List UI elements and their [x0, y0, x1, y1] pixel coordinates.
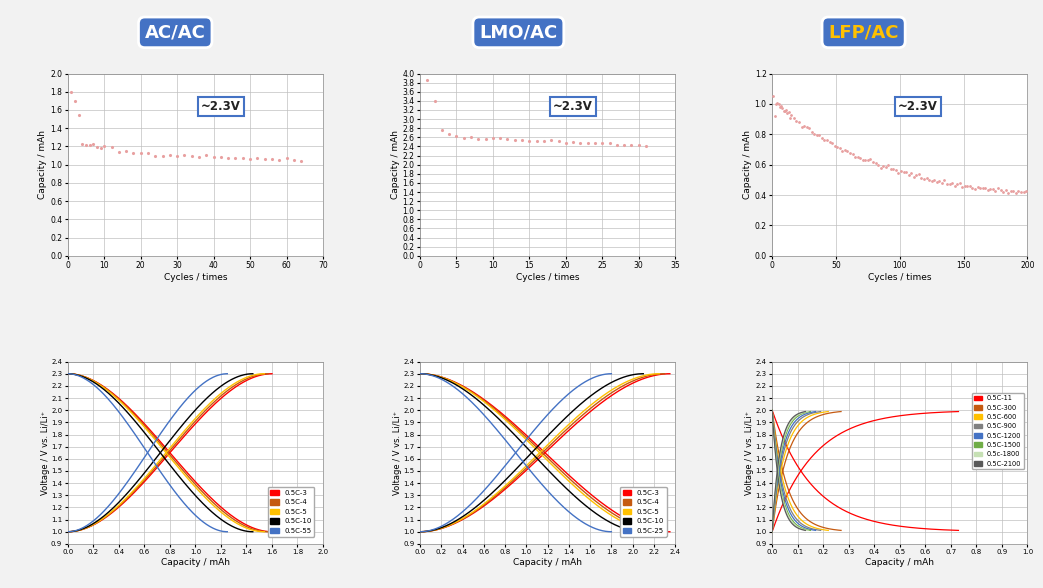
X-axis label: Capacity / mAh: Capacity / mAh — [866, 558, 935, 567]
Y-axis label: Capacity / mAh: Capacity / mAh — [390, 130, 399, 199]
Legend: 0.5C-3, 0.5C-4, 0.5C-5, 0.5C-10, 0.5C-25: 0.5C-3, 0.5C-4, 0.5C-5, 0.5C-10, 0.5C-25 — [620, 487, 666, 537]
X-axis label: Cycles / times: Cycles / times — [164, 273, 227, 282]
Y-axis label: Voltage / V vs. Li/Li⁺: Voltage / V vs. Li/Li⁺ — [393, 410, 402, 495]
Y-axis label: Capacity / mAh: Capacity / mAh — [743, 130, 752, 199]
Y-axis label: Voltage / V vs. Li/Li⁺: Voltage / V vs. Li/Li⁺ — [745, 410, 754, 495]
Text: LMO/AC: LMO/AC — [479, 24, 558, 41]
X-axis label: Capacity / mAh: Capacity / mAh — [161, 558, 229, 567]
X-axis label: Cycles / times: Cycles / times — [868, 273, 931, 282]
Legend: 0.5C-3, 0.5C-4, 0.5C-5, 0.5C-10, 0.5C-55: 0.5C-3, 0.5C-4, 0.5C-5, 0.5C-10, 0.5C-55 — [268, 487, 314, 537]
Text: LFP/AC: LFP/AC — [828, 24, 899, 41]
Text: AC/AC: AC/AC — [145, 24, 205, 41]
Text: ~2.3V: ~2.3V — [898, 100, 938, 113]
X-axis label: Cycles / times: Cycles / times — [516, 273, 579, 282]
Legend: 0.5C-11, 0.5C-300, 0.5C-600, 0.5C-900, 0.5C-1200, 0.5C-1500, 0.5c-1800, 0.5C-210: 0.5C-11, 0.5C-300, 0.5C-600, 0.5C-900, 0… — [971, 393, 1024, 469]
Text: ~2.3V: ~2.3V — [553, 100, 593, 113]
Text: ~2.3V: ~2.3V — [201, 100, 241, 113]
X-axis label: Capacity / mAh: Capacity / mAh — [513, 558, 582, 567]
Y-axis label: Voltage / V vs. Li/Li⁺: Voltage / V vs. Li/Li⁺ — [41, 410, 50, 495]
Y-axis label: Capacity / mAh: Capacity / mAh — [39, 130, 47, 199]
